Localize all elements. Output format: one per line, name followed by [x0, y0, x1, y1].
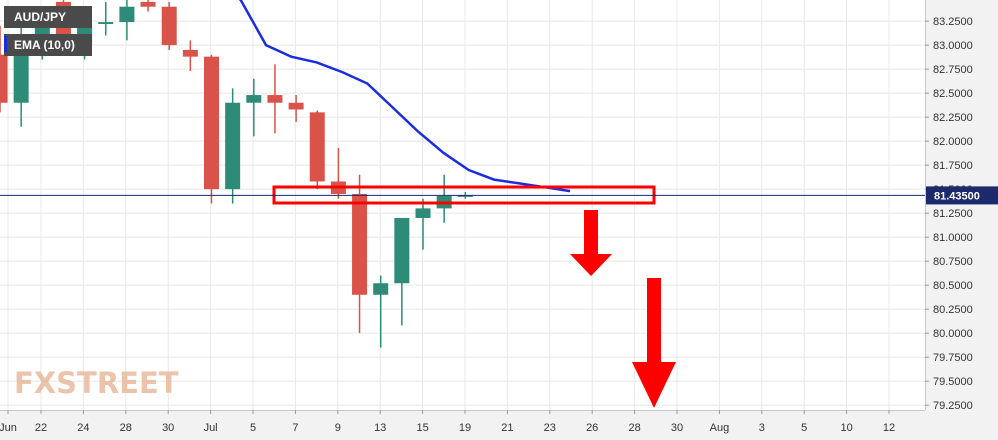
ema-label: EMA (10,0): [14, 38, 75, 52]
y-tick-label: 81.0000: [933, 232, 973, 244]
last-price-label: 81.43500: [926, 186, 998, 205]
candle: [13, 11, 29, 127]
x-tick-label: 21: [501, 422, 513, 434]
candle: [246, 78, 262, 137]
y-tick-label: 82.0000: [933, 136, 973, 148]
candle-body: [204, 56, 219, 190]
x-tick-label: 3: [759, 422, 765, 434]
y-tick-label: 82.2500: [933, 112, 973, 124]
candle: [204, 54, 219, 204]
x-tick-label: 19: [459, 422, 471, 434]
candle: [0, 25, 8, 113]
candle-body: [267, 95, 283, 103]
x-tick-label: 30: [162, 422, 174, 434]
candle-body: [34, 25, 50, 36]
candle-body: [182, 49, 198, 57]
x-axis-ticks: Jun 22 24 28 30 Jul 5 7 9 13 15 19 21 23 26 28 30 Aug 3 5 10…: [0, 410, 895, 434]
y-tick-label: 81.7500: [933, 160, 973, 172]
x-tick-label: Jul: [204, 422, 218, 434]
y-axis-ticks: 83.2500 83.0000 82.7500 82.5000 82.2500 82.00…: [925, 16, 973, 412]
x-tick-label: Aug: [710, 422, 730, 434]
annotations: [272, 185, 676, 408]
candle-body: [394, 217, 410, 284]
candle: [330, 147, 346, 199]
y-tick-label: 80.2500: [933, 304, 973, 316]
candle-body: [352, 193, 368, 295]
y-tick-label: 80.0000: [933, 328, 973, 340]
x-tick-label: 23: [544, 422, 556, 434]
candle-body: [309, 112, 325, 182]
candle-body: [0, 54, 8, 103]
symbol-legend[interactable]: AUD/JPY: [4, 6, 92, 28]
candle-body: [225, 102, 241, 190]
candle-body: [140, 1, 156, 7]
time-axis-panel: [0, 410, 998, 440]
candle-body: [246, 95, 262, 103]
y-tick-label: 79.2500: [933, 400, 973, 412]
watermark: FXSTREET: [14, 366, 179, 400]
candle: [182, 40, 198, 72]
y-tick-label: 82.5000: [933, 88, 973, 100]
ema-legend[interactable]: EMA (10,0): [4, 34, 92, 56]
x-tick-label: 12: [883, 422, 895, 434]
x-tick-label: 13: [374, 422, 386, 434]
y-tick-label: 83.0000: [933, 40, 973, 52]
candle: [436, 174, 452, 223]
x-tick-label: 7: [292, 422, 298, 434]
candle: [140, 0, 156, 12]
y-tick-label: 80.7500: [933, 256, 973, 268]
candle: [352, 174, 368, 334]
candle-body: [288, 102, 304, 110]
x-tick-label: 5: [250, 422, 256, 434]
x-tick-label: 30: [671, 422, 683, 434]
x-tick-label: 9: [335, 422, 341, 434]
candle-body: [119, 6, 135, 23]
ema-color-swatch: [4, 36, 7, 52]
ema-line: [238, 0, 571, 193]
down-arrow-small: [570, 210, 612, 276]
candle: [225, 88, 241, 204]
candle: [119, 0, 135, 41]
down-arrow-large: [632, 278, 676, 408]
candle: [98, 1, 114, 36]
x-tick-label: 5: [801, 422, 807, 434]
x-tick-label: 10: [840, 422, 852, 434]
symbol-label: AUD/JPY: [14, 10, 67, 24]
x-tick-label: 15: [416, 422, 428, 434]
x-tick-label: Jun: [0, 422, 17, 434]
candle: [415, 198, 431, 250]
candle-body: [457, 195, 473, 197]
y-tick-label: 83.2500: [933, 16, 973, 28]
y-tick-label: 79.5000: [933, 376, 973, 388]
x-tick-label: 22: [35, 422, 47, 434]
last-price-value: 81.43500: [934, 190, 980, 202]
price-axis-panel: [925, 0, 998, 410]
candle-body: [373, 283, 389, 295]
candle-body: [415, 208, 431, 218]
y-tick-label: 79.7500: [933, 352, 973, 364]
candle: [267, 64, 283, 134]
grid: [0, 0, 925, 410]
y-tick-label: 81.2500: [933, 208, 973, 220]
candle: [394, 217, 410, 326]
candle-body: [161, 6, 177, 46]
candle: [288, 95, 304, 122]
y-tick-label: 82.7500: [933, 64, 973, 76]
y-tick-label: 80.5000: [933, 280, 973, 292]
candle-body: [98, 22, 114, 25]
x-tick-label: 26: [586, 422, 598, 434]
x-tick-label: 28: [628, 422, 640, 434]
x-tick-label: 28: [120, 422, 132, 434]
candle: [309, 110, 325, 190]
x-tick-label: 24: [77, 422, 89, 434]
candle: [161, 1, 177, 50]
candle: [373, 275, 389, 348]
